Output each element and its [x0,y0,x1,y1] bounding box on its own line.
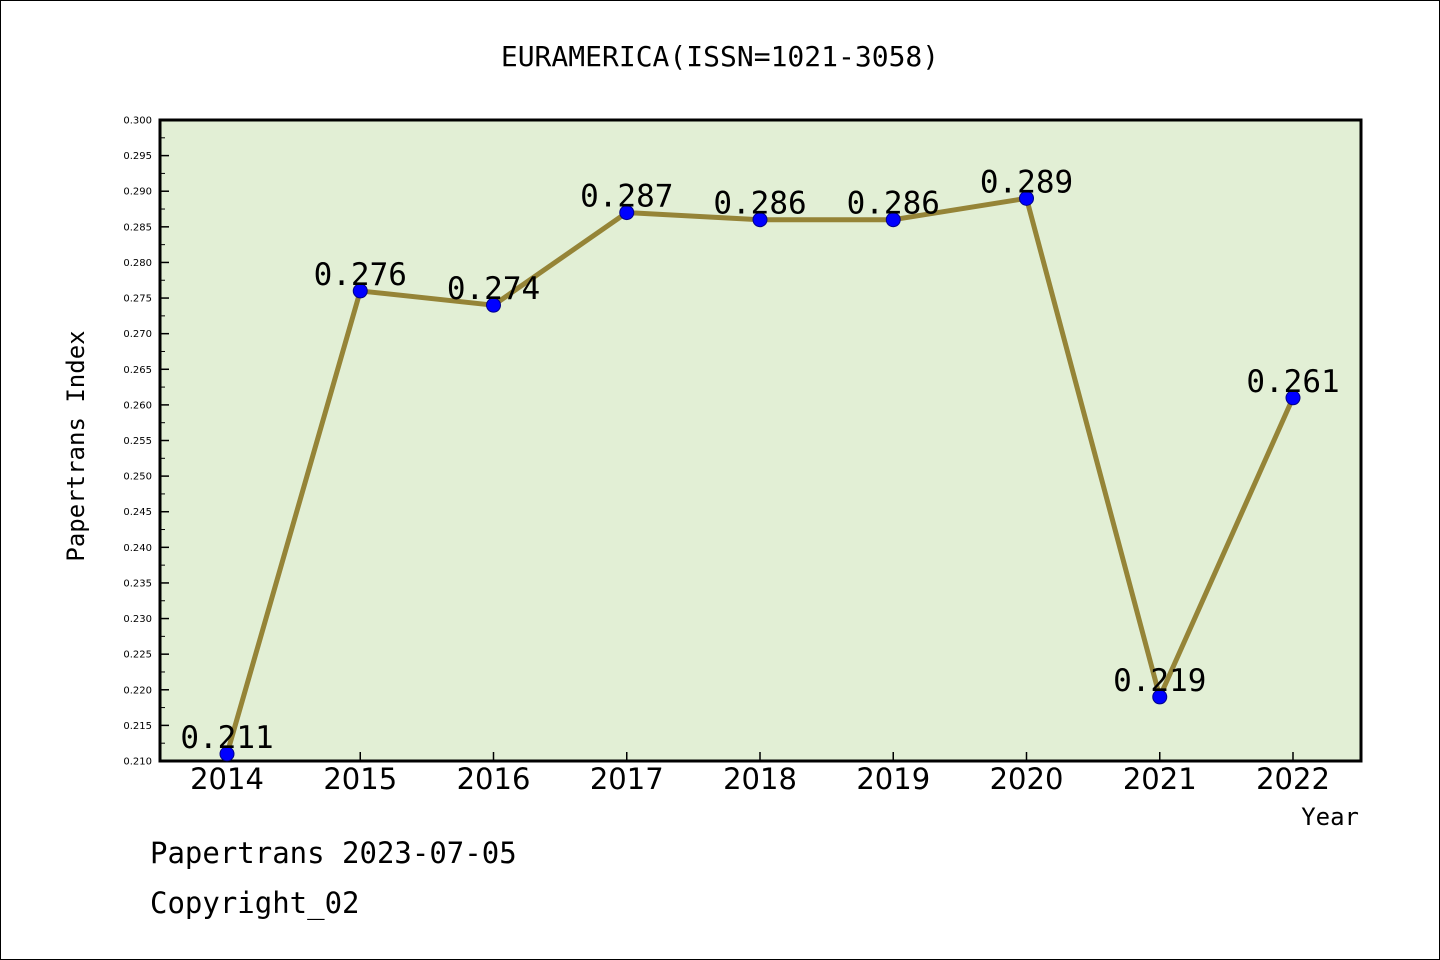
data-point [885,212,901,228]
y-tick-label: 0.250 [123,472,152,483]
x-tick-label: 2018 [723,762,797,796]
data-point [1152,689,1168,705]
data-label: 0.286 [713,186,806,222]
data-labels: 0.211 0.276 0.274 0.287 0.286 0.286 0.289 0.219… [180,164,1339,756]
y-tick-label: 0.240 [123,543,152,554]
y-tick-label: 0.285 [123,222,152,233]
y-tick-label: 0.300 [123,116,152,127]
data-label: 0.276 [314,257,407,293]
data-label: 0.274 [447,271,540,307]
y-axis: 0.210 0.215 0.220 0.225 0.230 0.235 0.240 0.245… [123,116,169,768]
footer-copyright: Copyright_02 [150,886,360,920]
data-point [1019,190,1034,206]
data-label: 0.289 [980,164,1073,200]
y-tick-label: 0.275 [123,294,152,305]
data-point [352,283,368,299]
y-tick-label: 0.255 [123,436,152,447]
y-tick-label: 0.225 [123,650,152,661]
y-tick-label: 0.215 [123,721,152,732]
y-tick-label: 0.270 [123,329,152,340]
y-axis-label: Papertrans Index [62,330,90,561]
data-label: 0.211 [180,720,273,756]
x-tick-label: 2020 [990,762,1064,796]
y-tick-label: 0.230 [123,614,152,625]
y-tick-label: 0.235 [123,578,152,589]
series-markers [219,190,1301,762]
x-tick-label: 2017 [590,762,664,796]
x-tick-label: 2022 [1256,762,1330,796]
y-tick-label: 0.290 [123,187,152,198]
data-point [752,212,768,228]
data-label: 0.219 [1113,663,1206,699]
y-tick-label: 0.245 [123,507,152,518]
y-tick-label: 0.260 [123,400,152,411]
x-axis: 2014 2015 2016 2017 2018 2019 2020 2021 2022 [190,752,1330,796]
data-label: 0.286 [847,186,940,222]
data-point [619,205,635,221]
footer-date: Papertrans 2023-07-05 [150,836,517,870]
data-point [486,297,501,313]
y-tick-label: 0.280 [123,258,152,269]
data-point [1285,390,1301,406]
x-axis-label: Year [1301,803,1359,831]
x-tick-label: 2021 [1123,762,1197,796]
y-tick-label: 0.210 [123,757,152,768]
data-point [219,746,235,762]
y-tick-label: 0.265 [123,365,152,376]
x-tick-label: 2015 [323,762,397,796]
y-tick-label: 0.295 [123,151,152,162]
data-label: 0.287 [580,179,673,215]
x-tick-label: 2019 [856,762,930,796]
data-label: 0.261 [1246,364,1339,400]
x-tick-label: 2014 [190,762,264,796]
chart-title: EURAMERICA(ISSN=1021-3058) [501,40,939,73]
y-tick-label: 0.220 [123,685,152,696]
x-tick-label: 2016 [457,762,531,796]
